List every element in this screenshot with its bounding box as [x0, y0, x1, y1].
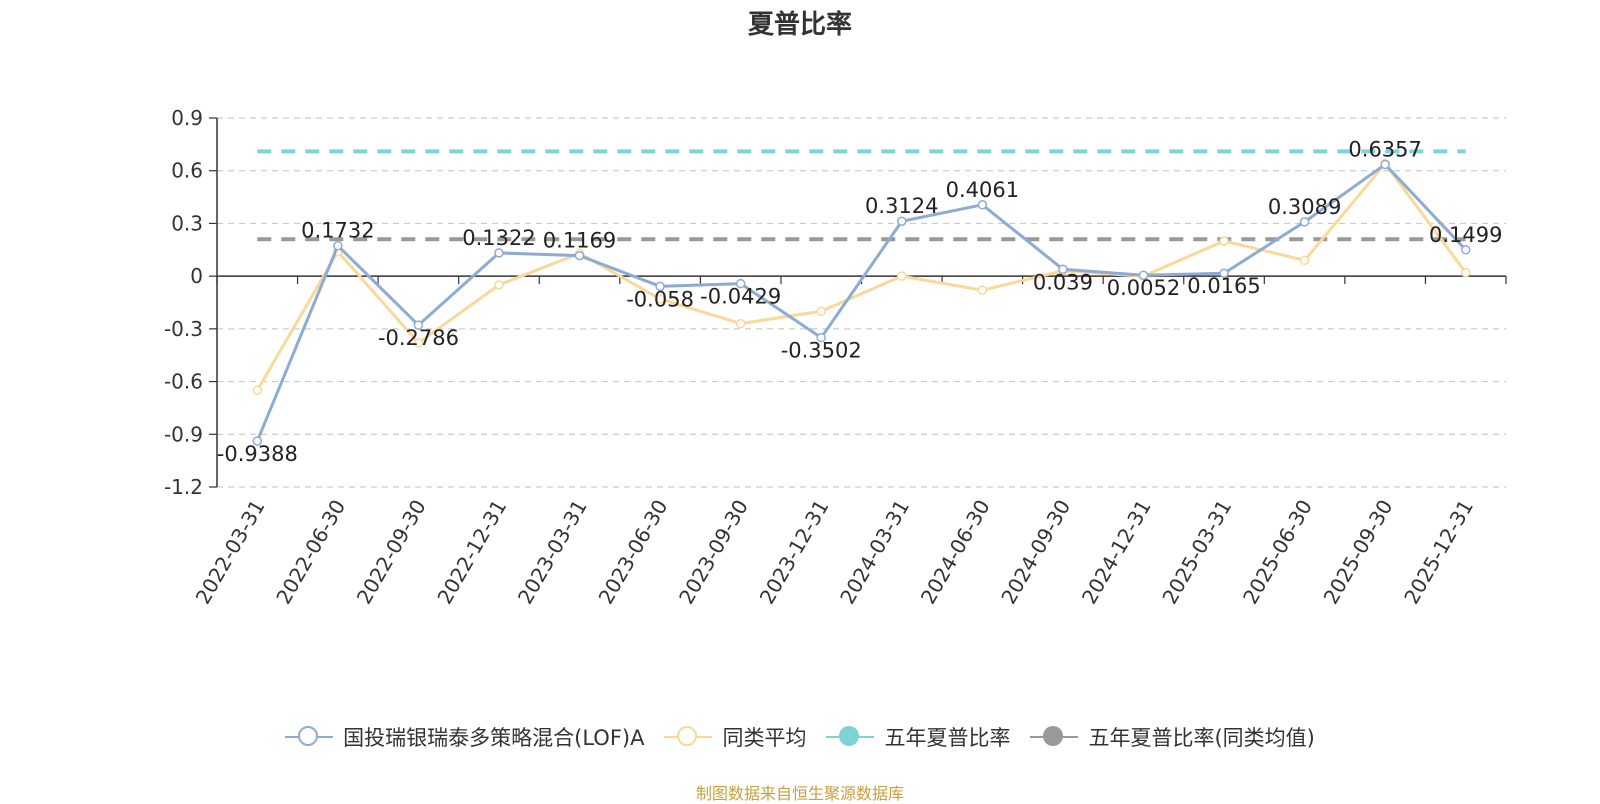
series-0-point [494, 248, 504, 258]
series-0-point [897, 216, 907, 226]
data-label: -0.3502 [781, 339, 862, 363]
data-label: 0.3124 [865, 194, 938, 218]
series-0-point [333, 240, 343, 251]
series-line-1 [255, 162, 1467, 392]
legend-swatch-fund [285, 724, 334, 750]
x-tick-label: 2024-12-31 [1077, 496, 1156, 609]
x-tick-label: 2022-09-30 [352, 496, 431, 609]
legend-label-peer-average: 同类平均 [722, 726, 807, 750]
x-tick-label: 2022-12-31 [432, 496, 511, 609]
y-tick-label: -0.3 [164, 317, 203, 341]
data-label: 0.1732 [301, 219, 374, 243]
chart-title: 夏普比率 [747, 10, 852, 40]
y-tick-label: 0 [190, 264, 203, 288]
series-1-point [655, 294, 665, 304]
data-label: 0.0052 [1107, 276, 1180, 300]
y-tick-label: 0.6 [171, 159, 203, 183]
data-label: 0.1499 [1429, 223, 1502, 247]
series-0-point [655, 281, 665, 292]
series-1-point [494, 280, 504, 290]
y-tick-label: -0.6 [164, 370, 203, 394]
series-1-point [413, 338, 424, 348]
x-tick-label: 2023-12-31 [755, 496, 834, 609]
y-tick-label: -1.2 [164, 475, 203, 499]
series-0-point [1299, 217, 1310, 227]
series-0-point [735, 278, 746, 289]
legend-item-five-year-peer[interactable]: 五年夏普比率(同类均值) [1030, 722, 1315, 752]
data-label: 0.3089 [1268, 195, 1341, 219]
x-tick-label: 2024-09-30 [996, 496, 1075, 609]
data-label: -0.058 [626, 287, 694, 311]
x-tick-label: 2024-06-30 [916, 496, 995, 609]
series-0-point [574, 250, 585, 261]
series-line-0 [255, 162, 1467, 442]
y-tick-label: 0.3 [171, 211, 203, 235]
series-1-point [897, 271, 907, 281]
series-1-point [1219, 236, 1229, 246]
y-tick-label: 0.9 [171, 106, 203, 130]
series-0-point [252, 436, 263, 446]
series-1-point [816, 306, 826, 317]
data-label: 0.039 [1033, 270, 1093, 294]
series-1-point [977, 285, 988, 295]
series-0-point [413, 320, 424, 330]
data-label: 0.4061 [946, 178, 1019, 202]
x-tick-label: 2023-03-31 [513, 496, 592, 609]
x-tick-label: 2023-09-30 [674, 496, 753, 609]
x-tick-label: 2025-06-30 [1238, 496, 1317, 609]
legend-swatch-peer-average [664, 724, 713, 750]
legend-item-fund[interactable]: 国投瑞银瑞泰多策略混合(LOF)A [285, 722, 644, 752]
x-tick-label: 2025-12-31 [1399, 496, 1478, 609]
series-0-point [1138, 270, 1149, 280]
data-label: 0.6357 [1348, 137, 1421, 161]
data-label: 0.0165 [1187, 274, 1260, 298]
x-tick-label: 2025-03-31 [1157, 496, 1236, 609]
series-0-point [977, 200, 988, 210]
series-1-point [1460, 267, 1471, 278]
data-label: -0.0429 [700, 285, 781, 309]
data-label: 0.1322 [462, 226, 535, 250]
series-0-point [816, 332, 826, 343]
data-label: -0.2786 [378, 326, 459, 350]
legend: 国投瑞银瑞泰多策略混合(LOF)A 同类平均 五年夏普比率 五年夏普比率(同类均… [0, 722, 1600, 752]
series-1-point [252, 385, 263, 396]
legend-swatch-five-year-peer [1030, 724, 1079, 750]
series-1-point [1299, 255, 1310, 266]
data-label: -0.9388 [217, 442, 298, 466]
x-tick-label: 2023-06-30 [594, 496, 673, 609]
legend-label-five-year-peer: 五年夏普比率(同类均值) [1088, 726, 1315, 750]
legend-label-five-year: 五年夏普比率 [884, 726, 1011, 750]
series-layer [252, 149, 1471, 446]
x-tick-label: 2025-09-30 [1319, 496, 1398, 609]
legend-label-fund: 国投瑞银瑞泰多策略混合(LOF)A [343, 726, 645, 750]
series-0-point [1219, 268, 1229, 278]
legend-swatch-five-year [826, 724, 875, 750]
series-0-point [1460, 245, 1471, 255]
series-1-point [735, 318, 746, 329]
grid-lines [217, 117, 1506, 488]
series-0-point [1058, 264, 1068, 275]
data-label: 0.1169 [543, 229, 616, 253]
legend-item-peer-average[interactable]: 同类平均 [664, 722, 806, 752]
y-tick-label: -0.9 [164, 422, 203, 446]
x-tick-label: 2024-03-31 [835, 496, 914, 609]
data-source-note: 制图数据来自恒生聚源数据库 [695, 784, 904, 803]
x-tick-label: 2022-06-30 [271, 496, 350, 609]
x-tick-label: 2022-03-31 [191, 496, 270, 609]
legend-item-five-year[interactable]: 五年夏普比率 [826, 722, 1010, 752]
series-0-point [1380, 159, 1390, 170]
